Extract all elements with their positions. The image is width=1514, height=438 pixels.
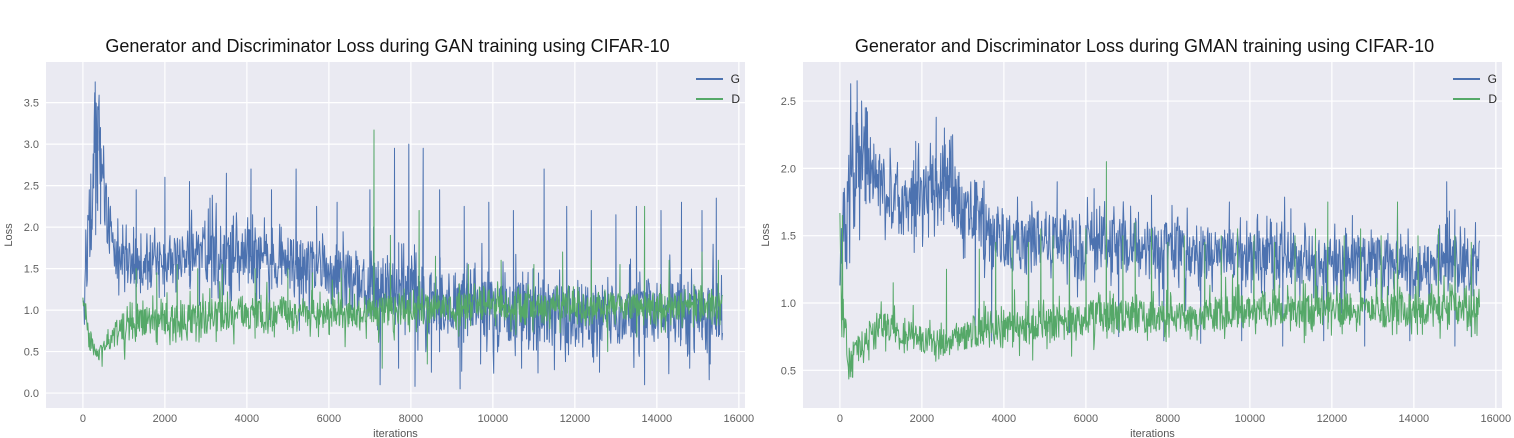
svg-text:1.5: 1.5 xyxy=(781,231,796,243)
svg-text:12000: 12000 xyxy=(1317,413,1348,425)
svg-text:3.5: 3.5 xyxy=(24,98,39,110)
gan-chart-title: Generator and Discriminator Loss during … xyxy=(105,36,670,56)
gan-legend: G D xyxy=(695,72,740,105)
svg-text:16000: 16000 xyxy=(1481,413,1512,425)
svg-text:10000: 10000 xyxy=(478,413,509,425)
gman-legend-label-g: G xyxy=(1487,72,1497,86)
gan-y-axis-label: Loss xyxy=(3,223,15,247)
svg-text:8000: 8000 xyxy=(399,413,423,425)
g-series-line-swatch xyxy=(695,77,723,81)
svg-text:14000: 14000 xyxy=(642,413,673,425)
svg-text:2.0: 2.0 xyxy=(24,222,39,234)
svg-text:6000: 6000 xyxy=(317,413,341,425)
svg-text:16000: 16000 xyxy=(724,413,755,425)
g-series-line-swatch xyxy=(1452,77,1480,81)
d-series-line-swatch xyxy=(696,97,724,101)
svg-text:3.0: 3.0 xyxy=(24,139,39,151)
gan-plot-area: 0 2000 4000 6000 8000 10000 12000 14000 16000 0.0… xyxy=(24,62,755,425)
svg-text:12000: 12000 xyxy=(560,413,591,425)
svg-text:14000: 14000 xyxy=(1399,413,1430,425)
svg-text:2.5: 2.5 xyxy=(781,96,796,108)
gan-legend-label-d: D xyxy=(731,92,740,106)
gman-plot-area: 0 2000 4000 6000 8000 10000 12000 14000 16000 0.5… xyxy=(781,62,1512,425)
svg-text:0.0: 0.0 xyxy=(24,388,39,400)
d-series-line-swatch xyxy=(1453,97,1481,101)
svg-text:0: 0 xyxy=(80,413,86,425)
svg-text:1.0: 1.0 xyxy=(781,298,796,310)
gman-loss-chart: 0 2000 4000 6000 8000 10000 12000 14000 16000 0.5… xyxy=(757,0,1514,438)
svg-text:2.5: 2.5 xyxy=(24,181,39,193)
svg-text:2000: 2000 xyxy=(910,413,934,425)
gman-y-axis-label: Loss xyxy=(760,223,772,247)
svg-text:2.0: 2.0 xyxy=(781,163,796,175)
svg-text:0.5: 0.5 xyxy=(781,365,796,377)
gan-legend-item-g: G xyxy=(695,72,740,86)
gman-legend-label-d: D xyxy=(1488,92,1497,106)
gman-chart-title: Generator and Discriminator Loss during … xyxy=(854,36,1435,56)
svg-text:10000: 10000 xyxy=(1235,413,1266,425)
svg-text:0: 0 xyxy=(837,413,843,425)
svg-text:0.5: 0.5 xyxy=(24,347,39,359)
svg-text:1.0: 1.0 xyxy=(24,305,39,317)
gman-legend-item-d: D xyxy=(1453,93,1497,105)
gan-legend-label-g: G xyxy=(730,72,740,86)
svg-text:6000: 6000 xyxy=(1074,413,1098,425)
gan-loss-chart: 0 2000 4000 6000 8000 10000 12000 14000 16000 0.0… xyxy=(3,36,755,438)
gman-x-axis-label: iterations xyxy=(1130,428,1175,438)
gman-legend-item-g: G xyxy=(1452,72,1497,86)
gan-x-axis-label: iterations xyxy=(373,428,418,438)
svg-text:2000: 2000 xyxy=(153,413,177,425)
svg-text:8000: 8000 xyxy=(1156,413,1180,425)
svg-text:4000: 4000 xyxy=(992,413,1016,425)
svg-text:4000: 4000 xyxy=(235,413,259,425)
gman-legend: G D xyxy=(1452,72,1497,105)
svg-text:1.5: 1.5 xyxy=(24,264,39,276)
gan-legend-item-d: D xyxy=(696,93,740,105)
